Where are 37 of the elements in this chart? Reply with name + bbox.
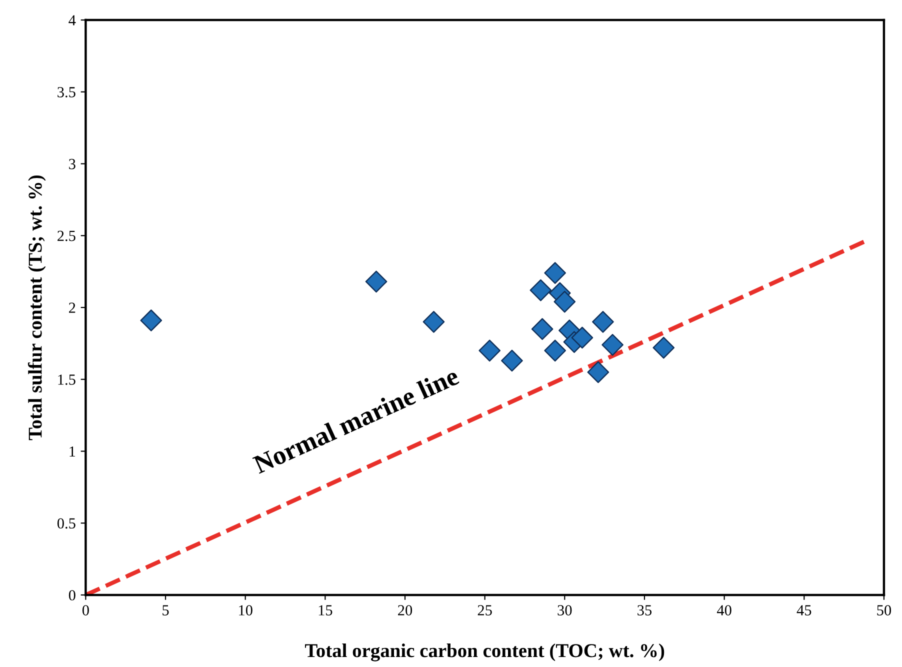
y-tick-label: 4	[68, 15, 76, 26]
x-tick-label: 20	[398, 605, 412, 616]
x-tick-label: 5	[162, 605, 169, 616]
point	[544, 340, 566, 362]
y-tick-label: 1	[70, 446, 76, 457]
point	[652, 336, 675, 359]
y-tick-label: 3	[69, 158, 76, 170]
point	[140, 310, 162, 332]
x-tick-label: 25	[478, 605, 492, 616]
point	[478, 340, 501, 362]
point	[531, 318, 554, 340]
x-tick-label: 0	[82, 605, 89, 616]
y-tick-label: 0.5	[57, 518, 76, 529]
point	[544, 262, 566, 284]
point	[501, 350, 523, 372]
x-tick-label: 50	[877, 605, 892, 616]
x-tick-label: 45	[796, 605, 812, 616]
x-tick-label: 40	[716, 605, 732, 616]
point	[530, 279, 552, 302]
x-axis-title: Total organic carbon content (TOC; wt. %)	[304, 644, 664, 662]
y-axis-title: Total sulfur content (TS; wt. %)	[28, 175, 46, 440]
point	[365, 270, 388, 293]
point	[554, 290, 576, 313]
y-tick-label: 3.5	[58, 87, 76, 98]
point	[592, 310, 614, 333]
x-tick-label: 15	[318, 605, 332, 616]
y-tick-label: 1.5	[58, 374, 76, 385]
point	[602, 334, 624, 356]
x-tick-label: 35	[638, 605, 652, 616]
y-tick-label: 0	[68, 590, 76, 600]
y-tick-label: 2	[69, 302, 76, 313]
x-tick-label: 10	[239, 605, 252, 616]
y-tick-label: 2.5	[58, 230, 76, 242]
point	[422, 310, 445, 333]
point	[571, 326, 594, 349]
point	[587, 361, 610, 384]
x-tick-label: 30	[558, 605, 572, 616]
